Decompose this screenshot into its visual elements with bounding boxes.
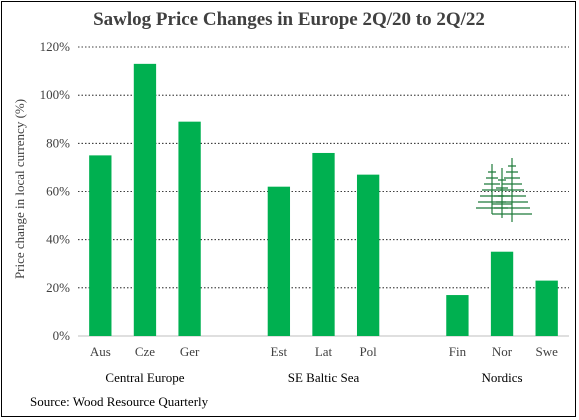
x-tick-label: Est [271,344,288,359]
y-tick-label: 0% [53,328,71,343]
x-tick-label: Ger [180,344,200,359]
bar-fin [446,295,469,336]
bar-swe [535,280,558,336]
group-label: Nordics [481,370,522,385]
x-tick-label: Swe [535,344,558,359]
bar-lat [312,152,335,336]
y-axis-label: Price change in local currency (%) [12,99,27,279]
group-label: SE Baltic Sea [288,370,360,385]
bars [89,63,558,337]
bar-ger [178,121,201,337]
x-tick-label: Pol [359,344,377,359]
source-note: Source: Wood Resource Quarterly [30,394,209,409]
bar-est [267,186,291,336]
x-tick-label: Nor [492,344,513,359]
bar-pol [356,174,380,336]
chart-title: Sawlog Price Changes in Europe 2Q/20 to … [93,9,485,30]
bar-nor [490,251,514,336]
tree-logo-icon [476,158,532,222]
x-tick-label: Lat [315,344,333,359]
y-tick-label: 100% [40,87,71,102]
x-tick-label: Cze [135,344,155,359]
y-tick-label: 80% [46,135,70,150]
group-label: Central Europe [105,370,184,385]
x-tick-label: Fin [449,344,467,359]
category-group-labels: Central Europe SE Baltic Sea Nordics [105,370,522,385]
bar-cze [133,63,157,336]
y-tick-label: 120% [40,39,71,54]
bar-aus [89,155,112,336]
y-tick-label: 60% [46,184,70,199]
y-tick-label: 20% [46,280,70,295]
y-axis-ticks: 0% 20% 40% 60% 80% 100% 120% [40,39,71,343]
x-tick-label: Aus [90,344,111,359]
x-axis-tick-labels: Aus Cze Ger Est Lat Pol Fin Nor Swe [90,344,558,359]
y-tick-label: 40% [46,232,70,247]
